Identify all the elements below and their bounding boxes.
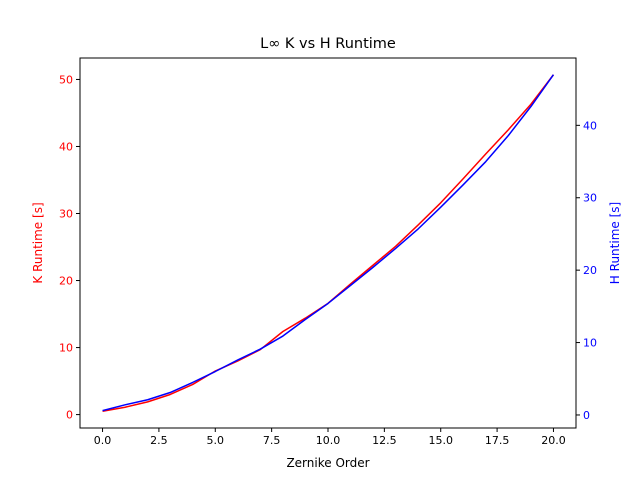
y-left-tick-label: 20 [59, 275, 73, 288]
x-tick-label: 15.0 [428, 434, 453, 447]
y-left-tick-label: 10 [59, 342, 73, 355]
x-tick-label: 2.5 [150, 434, 168, 447]
y-left-tick-label: 40 [59, 140, 73, 153]
y-left-tick-label: 0 [66, 409, 73, 422]
plot-frame [79, 57, 577, 429]
series-layer [102, 74, 555, 412]
y-left-tick-label: 30 [59, 208, 73, 221]
y-axis-left-ticks: 0 10 20 30 40 50 [59, 73, 80, 422]
y-axis-left-label: K Runtime [s] [31, 202, 45, 283]
y-right-tick-label: 30 [583, 192, 597, 205]
x-tick-label: 5.0 [207, 434, 225, 447]
x-tick-label: 12.5 [372, 434, 397, 447]
x-tick-label: 0.0 [94, 434, 112, 447]
y-right-tick-label: 20 [583, 264, 597, 277]
y-right-tick-label: 10 [583, 337, 597, 350]
x-tick-label: 7.5 [263, 434, 281, 447]
y-left-tick-label: 50 [59, 73, 73, 86]
x-axis-label: Zernike Order [286, 456, 369, 470]
y-right-tick-label: 40 [583, 119, 597, 132]
x-tick-label: 20.0 [541, 434, 566, 447]
y-axis-right-label: H Runtime [s] [608, 202, 622, 284]
chart-title: L∞ K vs H Runtime [260, 36, 396, 52]
k-runtime-line [102, 74, 555, 412]
x-tick-label: 10.0 [316, 434, 341, 447]
h-runtime-line [102, 74, 555, 412]
x-axis-ticks: 0.0 2.5 5.0 7.5 10.0 12.5 15.0 17.5 20.0 [94, 428, 566, 447]
x-tick-label: 17.5 [485, 434, 510, 447]
y-right-tick-label: 0 [583, 409, 590, 422]
y-axis-right-ticks: 0 10 20 30 40 [576, 119, 597, 422]
